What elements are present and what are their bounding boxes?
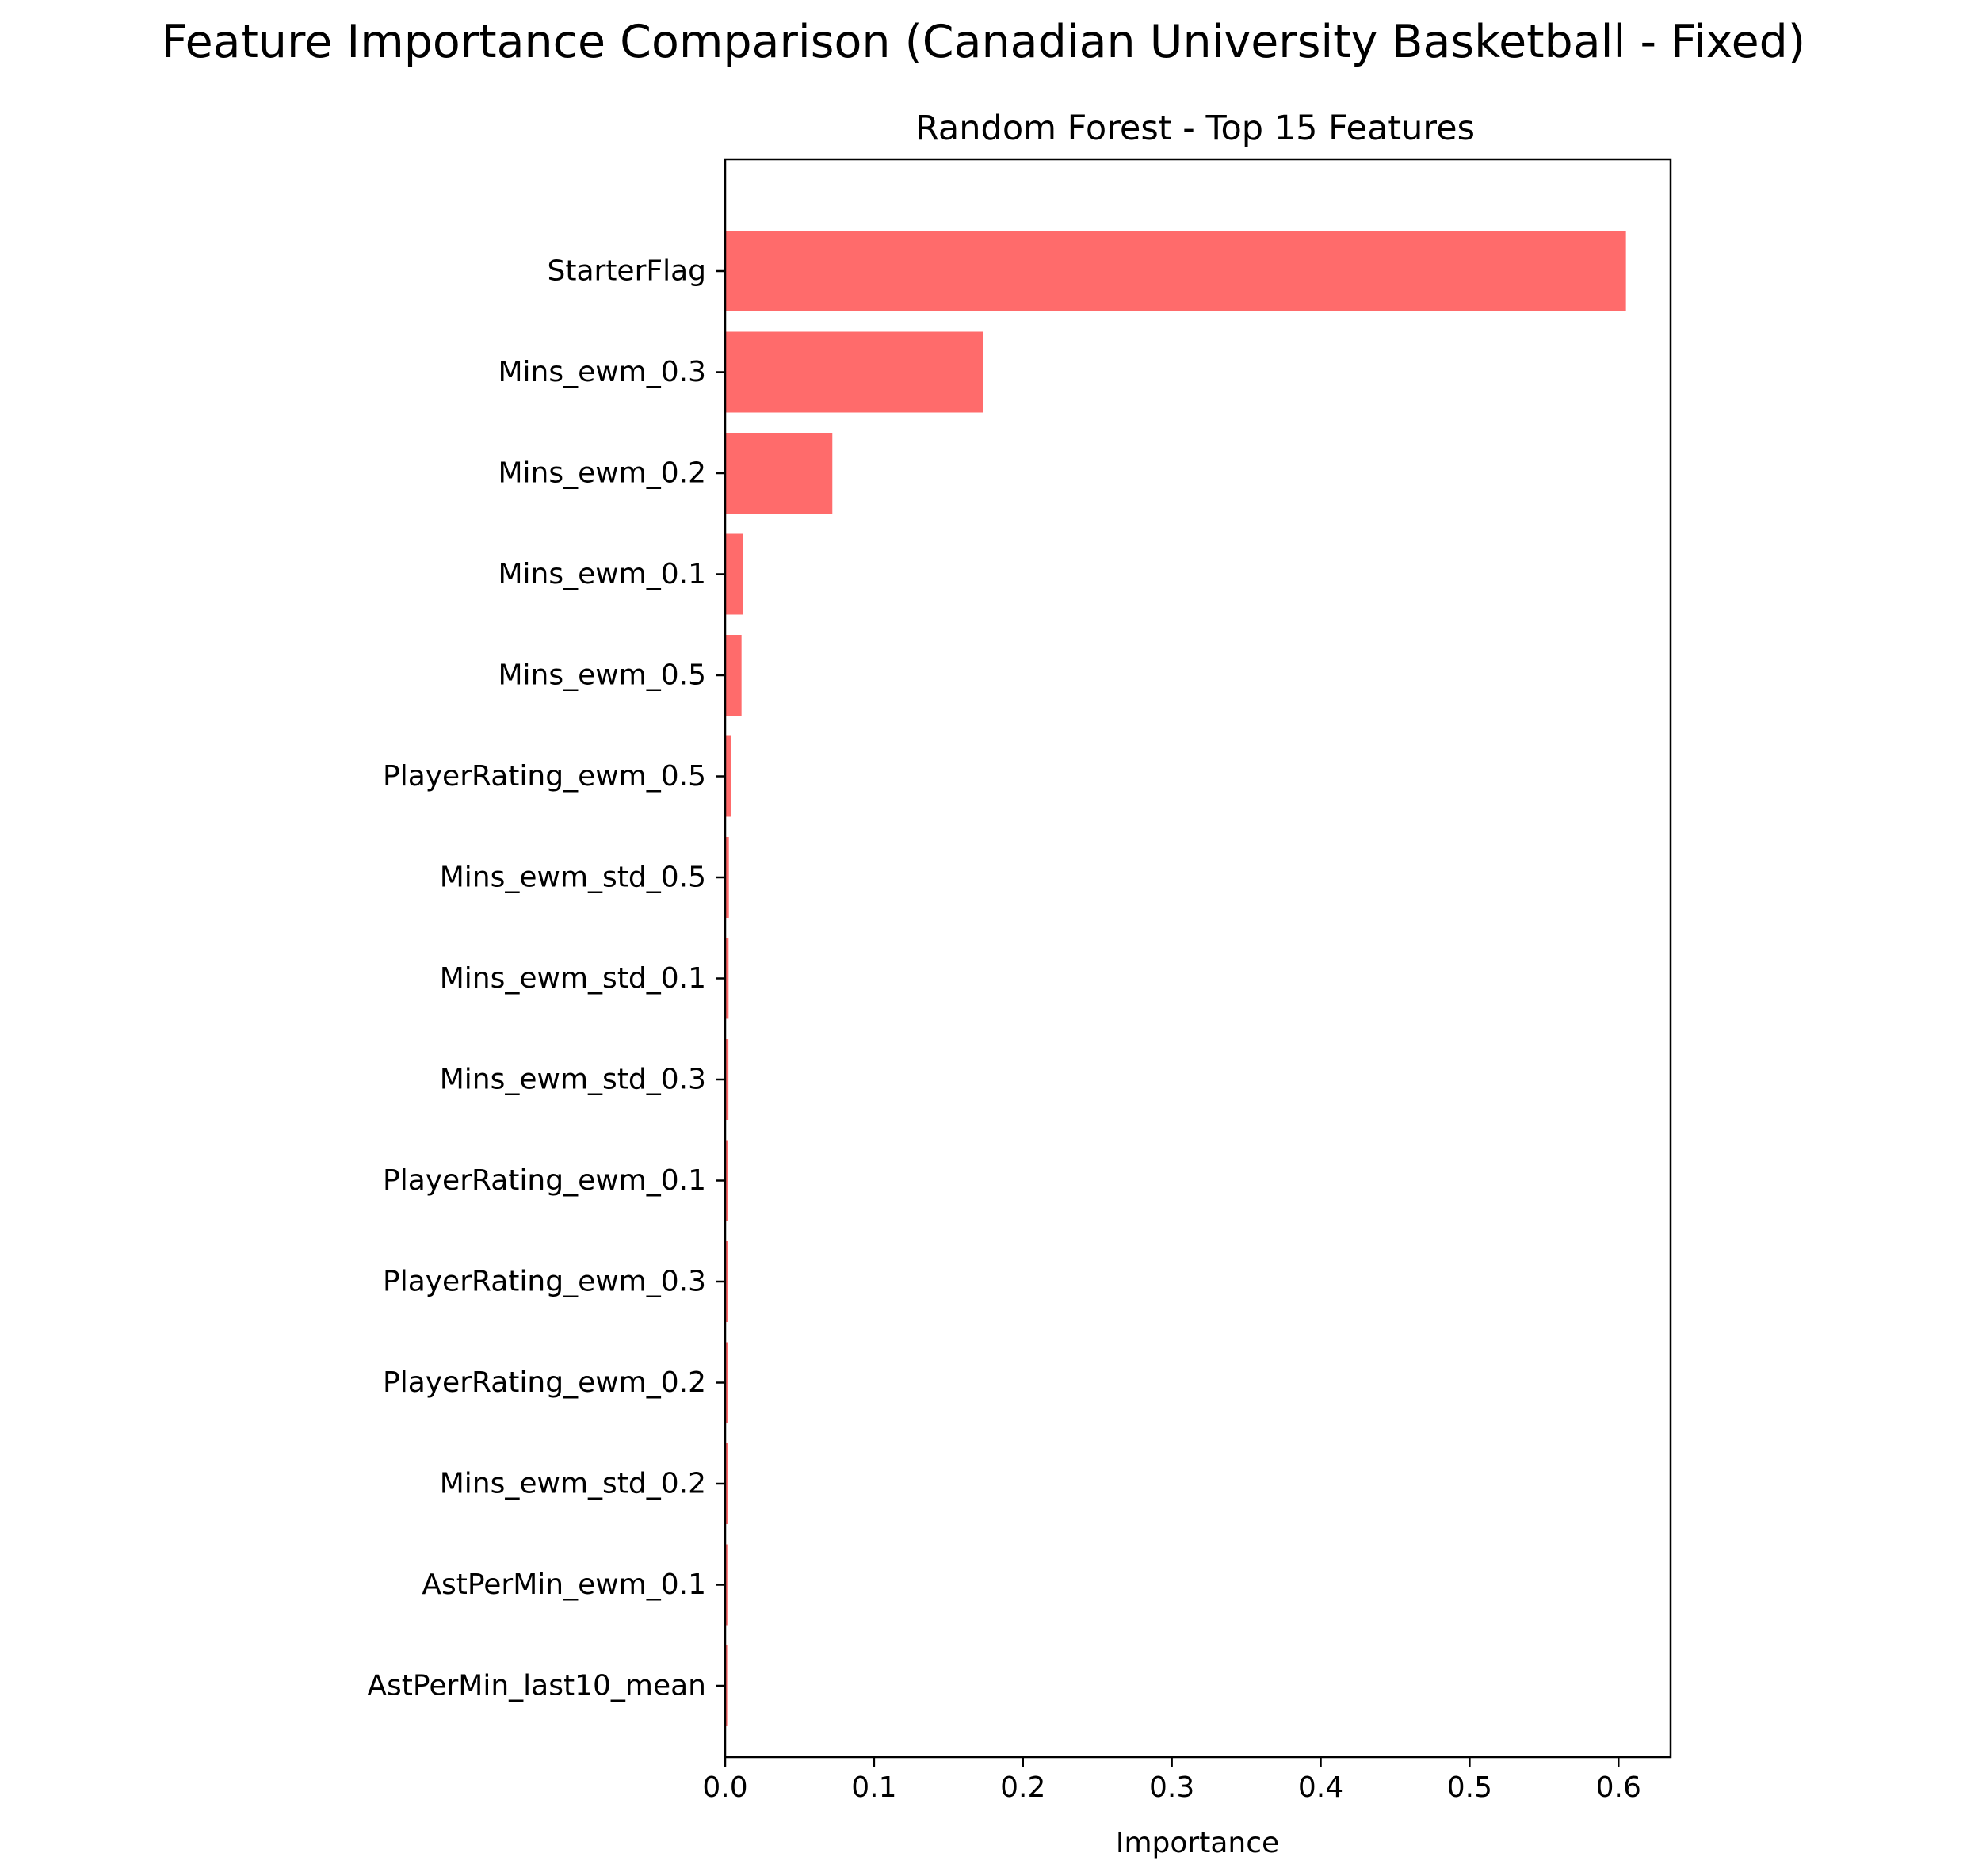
y-tick-label: PlayerRating_ewm_0.3: [383, 1266, 706, 1298]
y-axis-ticks: StarterFlag Mins_ewm_0.3 Mins_ewm_0.2 Mins_…: [367, 255, 725, 1702]
y-tick-label: PlayerRating_ewm_0.2: [383, 1366, 706, 1399]
bar: [725, 1645, 728, 1726]
bar: [725, 231, 1626, 311]
x-tick-label: 0.0: [702, 1771, 747, 1804]
x-tick-label: 0.4: [1298, 1771, 1343, 1804]
x-tick-label: 0.2: [1000, 1771, 1045, 1804]
x-axis-ticks: 0.0 0.1 0.2 0.3 0.4 0.5 0.6: [702, 1757, 1641, 1804]
bar: [725, 1039, 729, 1120]
x-axis-label: Importance: [1116, 1827, 1279, 1859]
y-tick-label: Mins_ewm_0.1: [498, 558, 706, 590]
bar: [725, 533, 743, 615]
bar: [725, 1544, 728, 1626]
bar: [725, 837, 729, 918]
y-tick-label: Mins_ewm_std_0.5: [440, 862, 706, 894]
x-tick-label: 0.3: [1149, 1771, 1194, 1804]
bars-layer: [725, 231, 1626, 1726]
plot-frame: [724, 158, 1672, 1759]
bar: [725, 1342, 728, 1423]
bar: [725, 1140, 728, 1221]
figure-title: Feature Importance Comparison (Canadian …: [162, 16, 1805, 68]
y-tick-label: Mins_ewm_std_0.2: [440, 1468, 706, 1500]
x-tick-label: 0.1: [851, 1771, 896, 1804]
y-tick-label: Mins_ewm_std_0.3: [440, 1064, 706, 1096]
y-tick-label: AstPerMin_ewm_0.1: [422, 1568, 706, 1601]
y-tick-label: StarterFlag: [547, 255, 706, 288]
y-tick-label: Mins_ewm_0.2: [498, 457, 706, 490]
y-tick-label: Mins_ewm_0.3: [498, 356, 706, 388]
bar: [725, 735, 731, 817]
y-tick-label: AstPerMin_last10_mean: [367, 1670, 706, 1702]
x-tick-label: 0.5: [1447, 1771, 1492, 1804]
y-tick-label: Mins_ewm_0.5: [498, 659, 706, 692]
y-tick-label: PlayerRating_ewm_0.5: [383, 760, 706, 793]
bar: [725, 635, 742, 716]
bar: [725, 938, 729, 1019]
y-tick-label: PlayerRating_ewm_0.1: [383, 1164, 706, 1197]
y-tick-label: Mins_ewm_std_0.1: [440, 962, 706, 995]
bar: [725, 1443, 728, 1524]
bar: [725, 1241, 728, 1322]
bar: [725, 433, 833, 514]
x-tick-label: 0.6: [1596, 1771, 1641, 1804]
bar: [725, 331, 983, 413]
chart-title: Random Forest - Top 15 Features: [915, 109, 1475, 148]
